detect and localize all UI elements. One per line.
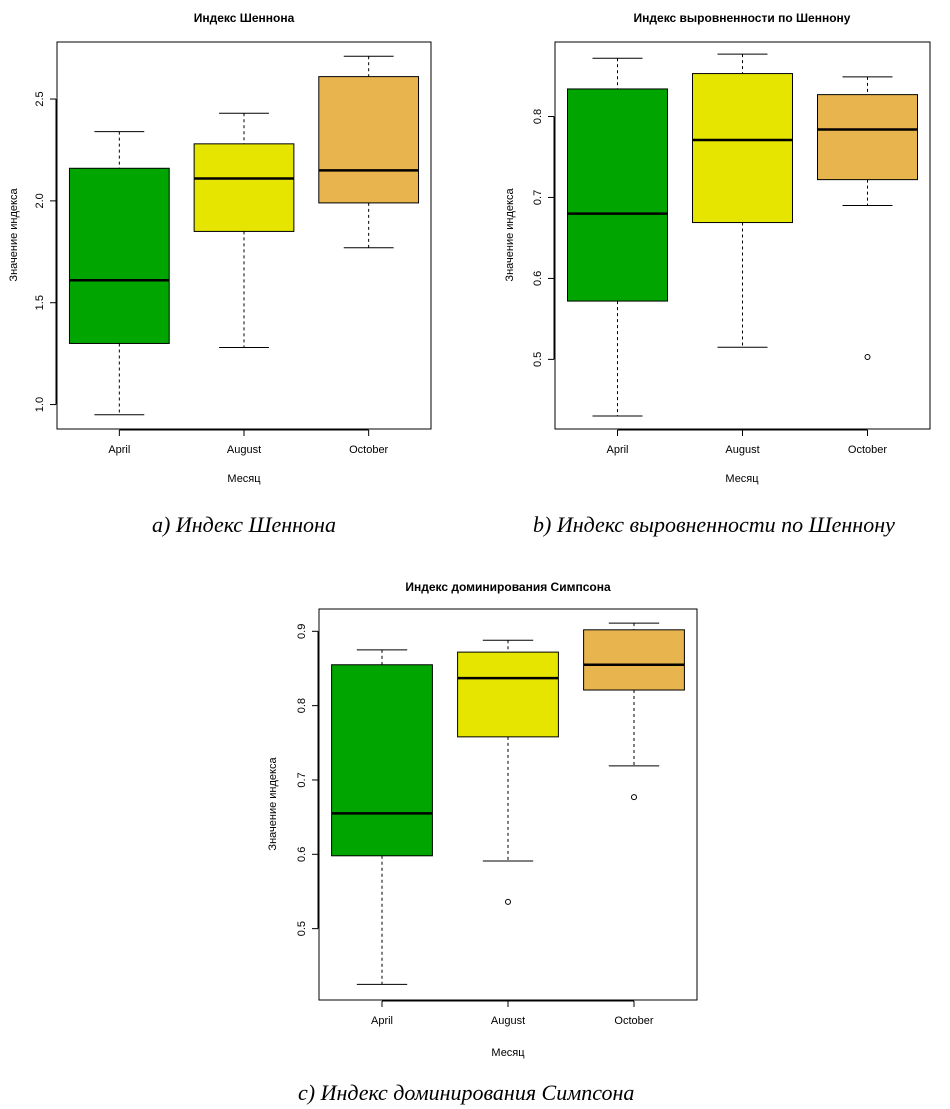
y-tick-label: 0.5 [532, 352, 544, 367]
x-tick-label: October [614, 1015, 653, 1027]
x-tick-label: August [491, 1015, 525, 1027]
x-tick-label: August [725, 444, 759, 456]
y-tick-label: 0.7 [532, 190, 544, 205]
y-tick-label: 1.0 [34, 397, 46, 412]
chart-title: Индекс Шеннона [194, 11, 295, 25]
y-tick-label: 0.5 [296, 921, 308, 936]
x-tick-label: October [349, 444, 388, 456]
x-axis-label: Месяц [227, 473, 261, 485]
y-tick-label: 0.7 [296, 772, 308, 787]
box-april [68, 167, 170, 344]
box-october [583, 629, 685, 691]
y-tick-label: 0.6 [532, 271, 544, 286]
x-tick-label: August [227, 444, 261, 456]
box-august [193, 143, 295, 232]
y-tick-label: 2.0 [34, 193, 46, 208]
simpson-dominance-chart: Индекс доминирования Симпсона Месяц Знач… [267, 580, 698, 1059]
x-tick-label: October [848, 444, 887, 456]
plot-area-frame [56, 41, 432, 430]
x-tick-label: April [606, 444, 628, 456]
y-tick-label: 1.5 [34, 295, 46, 310]
x-tick-label: April [108, 444, 130, 456]
box-october [318, 76, 420, 204]
y-axis-label: Значение индекса [504, 188, 516, 282]
caption-b: b) Индекс выровненности по Шеннону [533, 512, 895, 537]
y-axis-label: Значение индекса [267, 757, 279, 851]
outlier-point [864, 353, 871, 360]
y-tick-label: 0.9 [296, 624, 308, 639]
x-axis-label: Месяц [491, 1047, 525, 1059]
y-axis-label: Значение индекса [8, 188, 20, 282]
shannon-evenness-chart: Индекс выровненности по Шеннону Месяц Зн… [504, 11, 931, 485]
caption-a: a) Индекс Шеннона [152, 512, 336, 537]
box-august [692, 73, 793, 224]
y-tick-label: 2.5 [34, 91, 46, 106]
shannon-index-chart: Индекс Шеннона Месяц Значение индекса 1.… [8, 11, 432, 485]
outlier-point [631, 794, 637, 801]
y-tick-label: 0.8 [532, 109, 544, 124]
plot-area-frame [318, 608, 698, 1001]
outlier-point [505, 898, 511, 905]
y-tick-label: 0.6 [296, 847, 308, 862]
y-tick-label: 0.8 [296, 698, 308, 713]
caption-c: c) Индекс доминирования Симпсона [298, 1080, 635, 1105]
box-august [457, 651, 559, 738]
box-october [817, 94, 918, 181]
chart-title: Индекс доминирования Симпсона [405, 580, 611, 594]
plot-area-frame [554, 41, 931, 430]
x-tick-label: April [371, 1015, 393, 1027]
box-april [331, 664, 433, 857]
chart-title: Индекс выровненности по Шеннону [634, 11, 851, 25]
box-april [567, 88, 668, 302]
x-axis-label: Месяц [725, 473, 759, 485]
